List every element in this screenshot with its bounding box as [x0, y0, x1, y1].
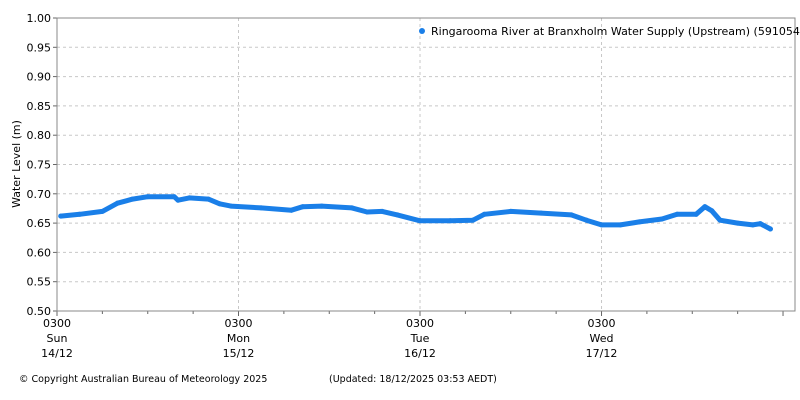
x-axis: 0300 Sun 14/12 0300 Mon 15/12 0300 Tue 16/12 0300…	[41, 311, 784, 360]
data-point	[735, 220, 741, 226]
data-point	[175, 197, 181, 203]
x-tick-label: 14/12	[41, 347, 73, 360]
data-point	[145, 194, 151, 200]
legend-marker	[419, 28, 425, 34]
data-point	[364, 209, 370, 215]
data-point	[617, 222, 623, 228]
data-point	[757, 221, 763, 227]
x-tick-label: 0300	[588, 317, 616, 330]
y-axis-label: Water Level (m)	[10, 120, 23, 208]
x-tick-label: 0300	[406, 317, 434, 330]
y-tick-label: 0.65	[27, 217, 52, 230]
x-tick-label: Wed	[590, 332, 614, 345]
y-tick-label: 0.80	[27, 129, 52, 142]
y-tick-label: 0.90	[27, 71, 52, 84]
data-point	[171, 194, 177, 200]
data-point	[674, 211, 680, 217]
data-point	[349, 205, 355, 211]
data-point	[508, 208, 514, 214]
data-point	[205, 196, 211, 202]
y-tick-label: 0.95	[27, 41, 52, 54]
legend: Ringarooma River at Branxholm Water Supp…	[419, 25, 800, 38]
data-point	[217, 201, 223, 207]
y-tick-label: 1.00	[27, 12, 52, 25]
data-point	[750, 222, 756, 228]
data-point	[447, 218, 453, 224]
data-point	[709, 208, 715, 214]
x-tick-label: 15/12	[223, 347, 255, 360]
data-point	[568, 212, 574, 218]
data-point	[258, 205, 264, 211]
x-tick-label: 16/12	[404, 347, 436, 360]
data-point	[58, 213, 64, 219]
data-point	[288, 207, 294, 213]
data-point	[481, 211, 487, 217]
data-point	[767, 226, 773, 232]
data-point	[77, 211, 83, 217]
x-tick-label: Sun	[47, 332, 68, 345]
data-point	[659, 216, 665, 222]
data-point	[599, 222, 605, 228]
series-line	[58, 194, 773, 232]
data-point	[693, 211, 699, 217]
copyright-text: © Copyright Australian Bureau of Meteoro…	[19, 374, 268, 385]
x-tick-label: 0300	[225, 317, 253, 330]
data-point	[583, 217, 589, 223]
legend-label: Ringarooma River at Branxholm Water Supp…	[431, 25, 800, 38]
y-tick-label: 0.50	[27, 305, 52, 318]
y-tick-label: 0.55	[27, 276, 52, 289]
data-point	[99, 208, 105, 214]
x-tick-label: 17/12	[586, 347, 618, 360]
data-point	[538, 210, 544, 216]
data-point	[186, 195, 192, 201]
y-tick-label: 0.70	[27, 188, 52, 201]
x-tick-label: Mon	[227, 332, 250, 345]
data-point	[417, 218, 423, 224]
x-tick-label: 0300	[43, 317, 71, 330]
plot-frame	[56, 17, 796, 312]
y-tick-label: 0.85	[27, 100, 52, 113]
data-point	[319, 203, 325, 209]
data-point	[379, 208, 385, 214]
y-tick-label: 0.75	[27, 159, 52, 172]
data-point	[115, 200, 121, 206]
water-level-line	[58, 194, 773, 232]
grid-lines	[57, 18, 795, 311]
data-point	[702, 204, 708, 210]
data-point	[470, 217, 476, 223]
data-point	[636, 219, 642, 225]
data-point	[717, 217, 723, 223]
data-point	[394, 212, 400, 218]
x-tick-label: Tue	[410, 332, 430, 345]
data-point	[130, 196, 136, 202]
data-point	[300, 204, 306, 210]
updated-text: (Updated: 18/12/2025 03:53 AEDT)	[329, 374, 497, 385]
data-point	[228, 203, 234, 209]
y-tick-label: 0.60	[27, 246, 52, 259]
y-axis: 0.50 0.55 0.60 0.65 0.70 0.75 0.80 0.85 0.90 0.95…	[27, 12, 57, 318]
